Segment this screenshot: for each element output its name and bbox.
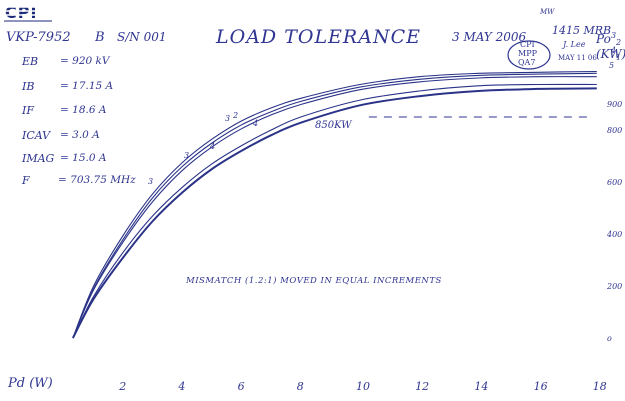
series-line-4 [72,76,597,339]
stamp-line-1: CPI [520,40,535,49]
serial-number: S/N 001 [117,30,167,44]
stamp-line-3: QA7 [518,58,536,67]
y-tick-label-800: 800 [607,126,622,135]
stamp-date: MAY 11 06 [558,54,597,62]
x-tick-label-10: 10 [356,380,370,393]
condition-value-2: = 17.15 A [60,80,114,92]
reference-line-label: 850KW [315,120,352,131]
condition-label-2: IB [22,80,35,93]
x-tick-label-6: 6 [238,380,245,393]
x-tick-label-4: 4 [177,380,185,393]
curve-mid-label-3: 4 [252,119,258,128]
y-tick-label-600: 600 [607,178,622,187]
test-time: 1415 MRB [552,24,612,37]
stamp-signature: J. Lee [563,40,586,49]
x-tick-label-8: 8 [297,380,304,393]
x-tick-label-12: 12 [415,380,429,393]
x-tick-label-16: 16 [534,380,548,393]
build-id: B [95,30,105,45]
test-date: 3 MAY 2006 [452,30,527,44]
stamp-line-2: MPP [518,49,537,58]
condition-value-3: = 18.6 A [60,104,107,116]
curve-mid-label-1: 3 [225,114,230,123]
condition-value-4: = 3.0 A [60,129,100,141]
curve-end-label-2: 2 [615,38,621,47]
condition-label-3: IF [22,104,34,117]
y-tick-label-200: 200 [606,282,622,291]
condition-label-5: IMAG [22,152,55,165]
condition-label-1: EB [22,55,39,68]
y-tick-label-900: 900 [607,100,622,109]
x-tick-label-18: 18 [593,380,607,393]
mismatch-annotation: MISMATCH (1.2:1) MOVED IN EQUAL INCREMEN… [186,276,442,286]
y-tick-label-400: 400 [606,230,622,239]
x-tick-label-2: 2 [118,380,126,393]
series-line-2 [72,72,597,339]
condition-value-1: = 920 kV [60,55,110,67]
mw-note: MW [540,8,555,16]
company-logo: CPI [4,3,52,22]
tube-id: VKP-7952 [6,30,71,45]
qa-stamp: CPI MPP QA7 [506,40,552,70]
page-title: LOAD TOLERANCE [216,26,421,48]
x-tick-label-14: 14 [474,380,488,393]
y-axis-label: Po (KW) [596,32,625,61]
stamp-oval [507,40,551,70]
condition-value-6: = 703.75 MHz [58,174,136,186]
series-line-3 [72,70,597,339]
condition-label-4: ICAV [22,129,51,142]
y-tick-label-o: o [607,334,612,343]
series-line-5 [72,87,597,339]
x-axis-label: Pd (W) [8,376,53,391]
condition-label-6: F [22,174,30,187]
curve-end-label-1: 1 [616,53,621,62]
curve-mid-label-2: 2 [232,111,238,120]
series-line-1 [72,83,597,339]
svg-text:CPI: CPI [5,3,37,22]
curve-mid-label-6: 3 [148,177,153,186]
curve-end-label-4: 4 [610,46,616,55]
curve-mid-label-4: 3 [184,151,189,160]
curve-end-label-5: 5 [609,61,614,70]
condition-value-5: = 15.0 A [60,152,107,164]
curve-end-label-3: 3 [611,31,616,40]
curve-mid-label-5: 4 [209,142,215,151]
